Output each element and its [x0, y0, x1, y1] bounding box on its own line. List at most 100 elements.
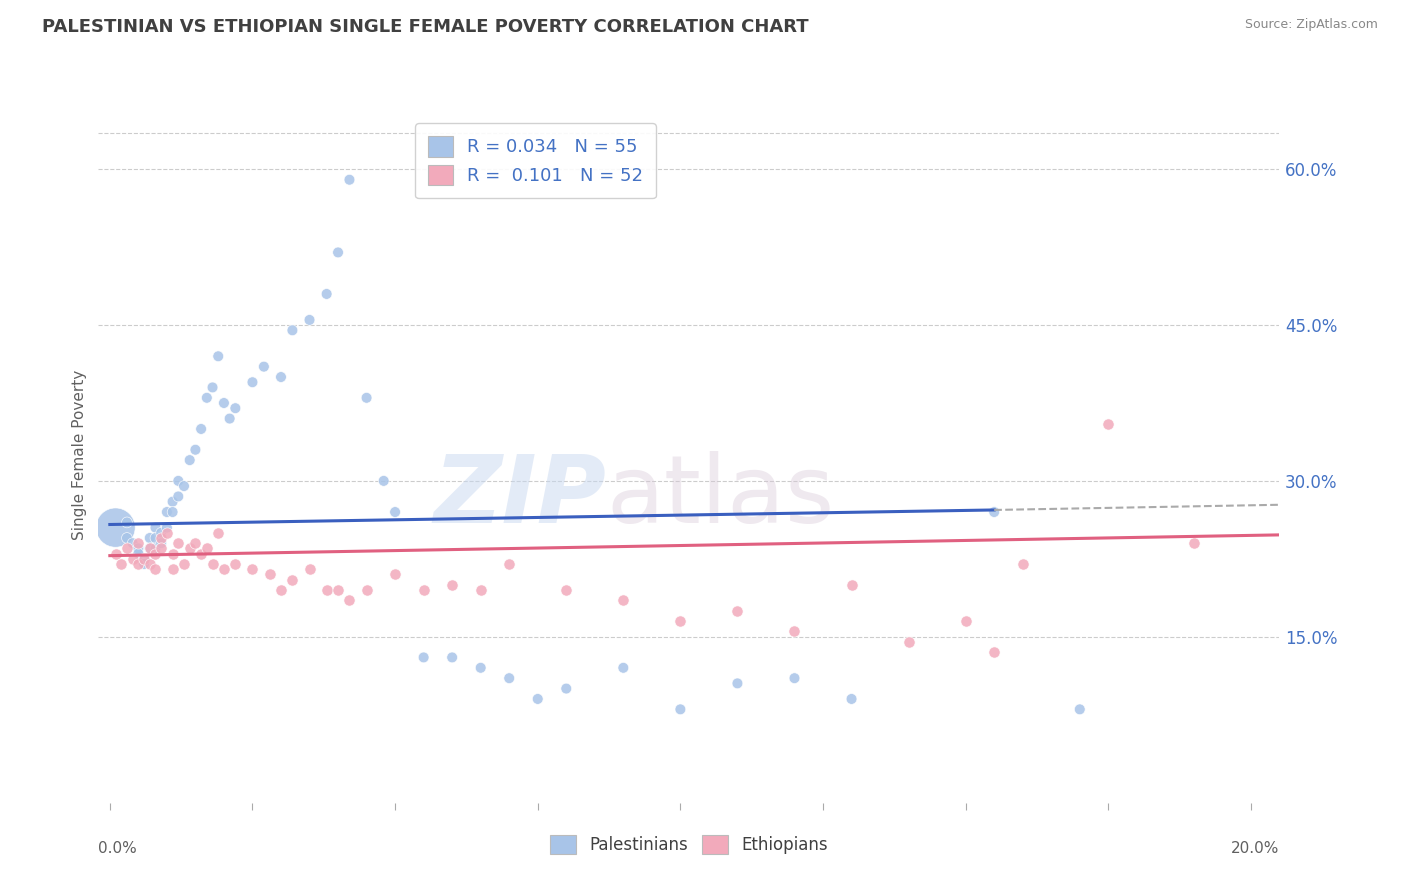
Point [555, 582, 578, 597]
Point [242, 376, 264, 390]
Point [162, 505, 184, 519]
Point [315, 287, 337, 301]
Point [441, 650, 464, 665]
Point [127, 547, 149, 561]
Point [139, 541, 162, 556]
Point [259, 567, 281, 582]
Text: PALESTINIAN VS ETHIOPIAN SINGLE FEMALE POVERTY CORRELATION CHART: PALESTINIAN VS ETHIOPIAN SINGLE FEMALE P… [42, 18, 808, 36]
Point [373, 474, 395, 488]
Y-axis label: Single Female Poverty: Single Female Poverty [72, 370, 87, 540]
Point [139, 531, 162, 545]
Point [145, 547, 167, 561]
Point [145, 541, 167, 556]
Point [150, 536, 173, 550]
Point [179, 541, 201, 556]
Point [270, 370, 292, 384]
Point [190, 422, 212, 436]
Point [955, 614, 977, 628]
Point [441, 578, 464, 592]
Point [270, 582, 292, 597]
Point [1182, 536, 1205, 550]
Point [1011, 557, 1033, 571]
Point [179, 453, 201, 467]
Point [470, 661, 492, 675]
Point [253, 359, 276, 374]
Point [127, 557, 149, 571]
Point [470, 582, 492, 597]
Text: atlas: atlas [606, 450, 835, 542]
Text: 0.0%: 0.0% [98, 841, 138, 856]
Point [150, 531, 173, 545]
Point [167, 490, 190, 504]
Text: Source: ZipAtlas.com: Source: ZipAtlas.com [1244, 18, 1378, 31]
Point [1069, 702, 1091, 716]
Point [195, 541, 218, 556]
Point [173, 479, 195, 493]
Point [298, 562, 321, 576]
Legend: Palestinians, Ethiopians: Palestinians, Ethiopians [540, 825, 838, 864]
Point [115, 541, 138, 556]
Point [224, 557, 246, 571]
Point [983, 645, 1005, 659]
Point [725, 604, 748, 618]
Point [218, 411, 240, 425]
Point [983, 505, 1005, 519]
Point [104, 520, 127, 534]
Point [725, 676, 748, 690]
Point [139, 541, 162, 556]
Point [121, 536, 143, 550]
Point [326, 582, 349, 597]
Point [612, 593, 634, 607]
Point [173, 557, 195, 571]
Point [167, 536, 190, 550]
Point [127, 541, 149, 556]
Point [281, 573, 304, 587]
Point [242, 562, 264, 576]
Point [184, 536, 207, 550]
Point [207, 525, 229, 540]
Point [783, 624, 806, 639]
Point [384, 505, 406, 519]
Point [669, 702, 692, 716]
Text: ZIP: ZIP [433, 450, 606, 542]
Point [212, 396, 235, 410]
Point [132, 551, 155, 566]
Point [298, 313, 321, 327]
Point [1097, 417, 1119, 431]
Point [384, 567, 406, 582]
Point [412, 582, 434, 597]
Point [156, 525, 179, 540]
Point [841, 692, 863, 706]
Point [224, 401, 246, 416]
Point [162, 494, 184, 508]
Point [339, 593, 361, 607]
Point [110, 557, 132, 571]
Point [841, 578, 863, 592]
Point [555, 681, 578, 696]
Point [132, 551, 155, 566]
Point [326, 245, 349, 260]
Point [145, 531, 167, 545]
Point [207, 349, 229, 363]
Point [104, 547, 127, 561]
Point [139, 557, 162, 571]
Point [356, 391, 378, 405]
Point [156, 520, 179, 534]
Point [145, 562, 167, 576]
Point [150, 541, 173, 556]
Point [132, 557, 155, 571]
Point [612, 661, 634, 675]
Point [150, 525, 173, 540]
Text: 20.0%: 20.0% [1232, 841, 1279, 856]
Point [412, 650, 434, 665]
Point [201, 380, 224, 394]
Point [669, 614, 692, 628]
Point [339, 172, 361, 186]
Point [526, 692, 548, 706]
Point [167, 474, 190, 488]
Point [121, 551, 143, 566]
Point [190, 547, 212, 561]
Point [897, 635, 920, 649]
Point [212, 562, 235, 576]
Point [184, 442, 207, 457]
